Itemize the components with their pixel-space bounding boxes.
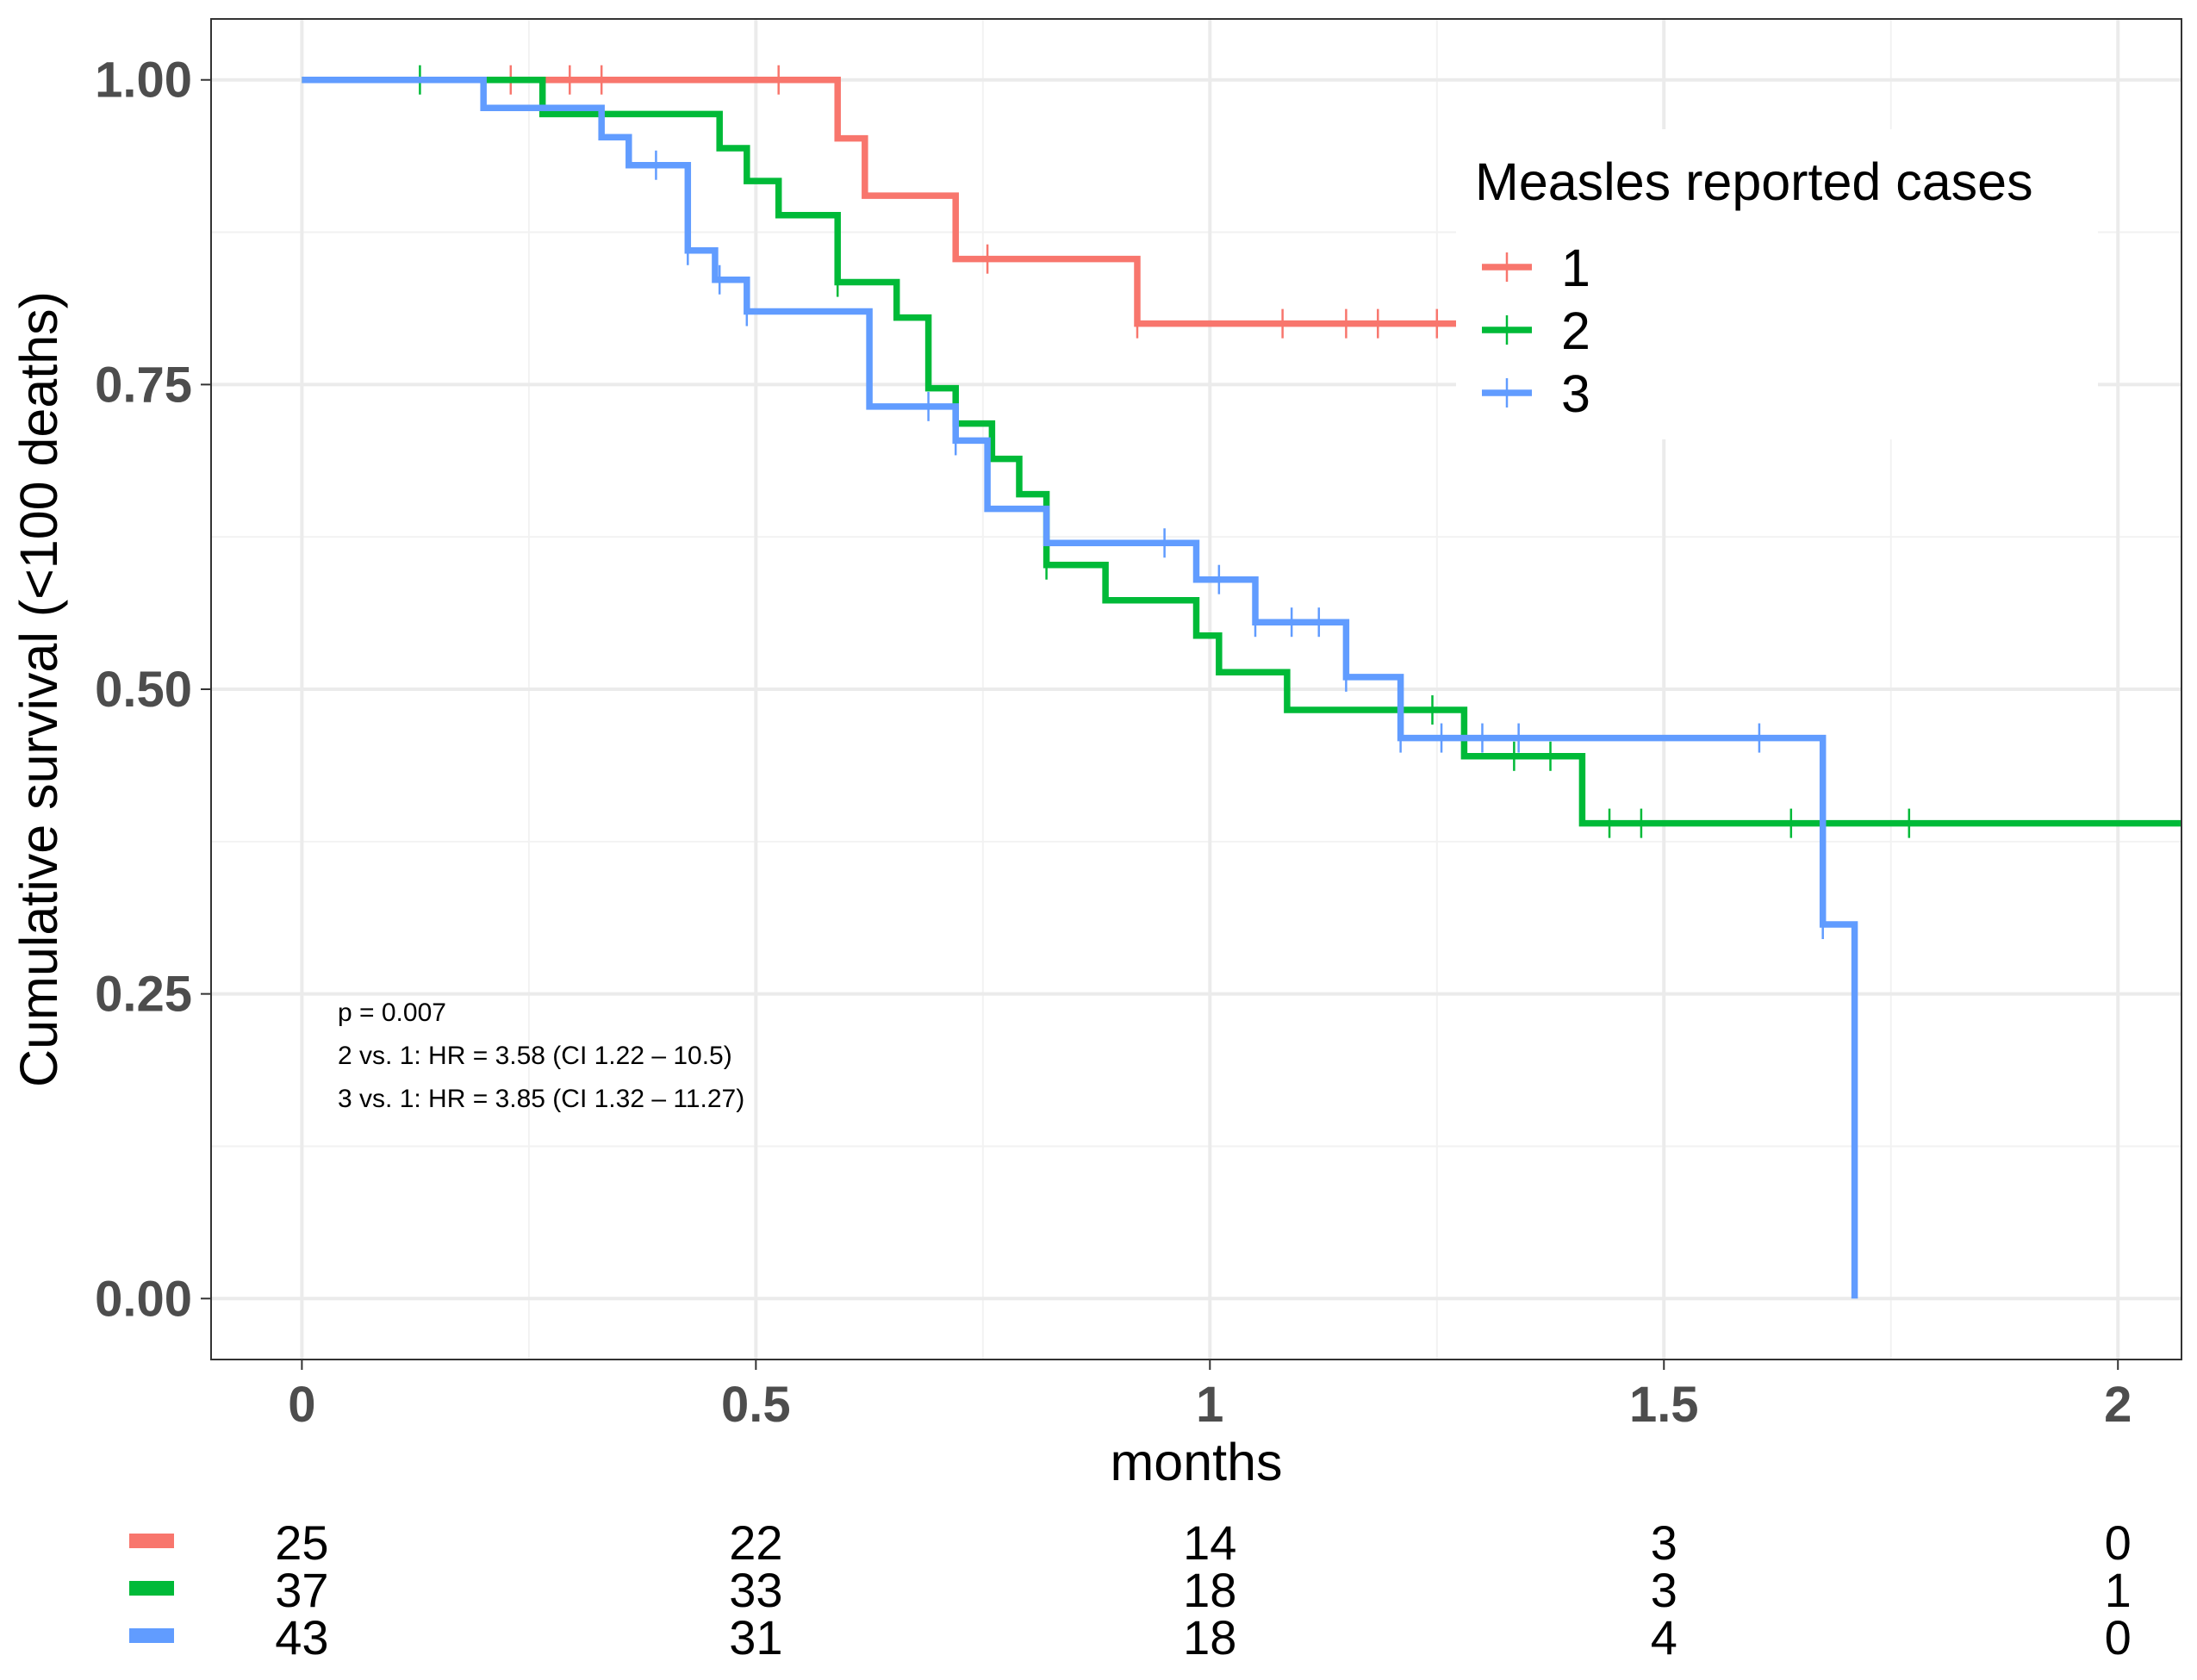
x-tick-label: 0 bbox=[288, 1377, 315, 1433]
x-tick-label: 1 bbox=[1196, 1377, 1223, 1433]
number-at-risk-table: 25 22 14 3 037 33 18 3 143 31 18 4 0 bbox=[129, 1515, 2132, 1664]
legend-keys: 123 bbox=[1482, 239, 1590, 423]
risk-count: 18 bbox=[1183, 1563, 1236, 1617]
hazard-ratio-2-vs-1-text: 2 vs. 1: HR = 3.58 (CI 1.22 – 10.5) bbox=[338, 1042, 732, 1070]
risk-count: 25 bbox=[275, 1515, 328, 1570]
risk-count: 3 bbox=[1651, 1515, 1677, 1570]
risk-row-1: 25 22 14 3 0 bbox=[129, 1515, 2132, 1570]
y-tick-label: 1.00 bbox=[95, 53, 192, 109]
legend-key-3: 3 bbox=[1482, 364, 1590, 423]
legend-key-1: 1 bbox=[1482, 239, 1590, 297]
risk-count: 31 bbox=[729, 1610, 782, 1664]
x-tick-label: 2 bbox=[2104, 1377, 2132, 1433]
survival-series-3 bbox=[302, 76, 1858, 1299]
survival-series-1 bbox=[302, 65, 1473, 339]
survival-curve-line bbox=[302, 76, 1473, 327]
y-axis-ticks: 0.00 0.25 0.50 0.75 1.00 bbox=[95, 53, 211, 1327]
y-tick-label: 0.50 bbox=[95, 662, 192, 718]
risk-count: 37 bbox=[275, 1563, 328, 1617]
risk-row-2: 37 33 18 3 1 bbox=[129, 1563, 2132, 1617]
legend-label: 2 bbox=[1561, 302, 1590, 360]
x-axis-title: months bbox=[1110, 1433, 1282, 1491]
legend: Measles reported cases 123 bbox=[1456, 129, 2098, 439]
legend-background bbox=[1456, 129, 2098, 439]
hazard-ratio-3-vs-1-text: 3 vs. 1: HR = 3.85 (CI 1.32 – 11.27) bbox=[338, 1085, 744, 1113]
risk-count: 22 bbox=[729, 1515, 782, 1570]
risk-count: 18 bbox=[1183, 1610, 1236, 1664]
risk-count: 4 bbox=[1651, 1610, 1677, 1664]
survival-curve-line bbox=[302, 76, 2181, 827]
y-axis-title: Cumulative survival (<100 deaths) bbox=[9, 291, 68, 1087]
risk-count: 0 bbox=[2105, 1515, 2132, 1570]
risk-count: 14 bbox=[1183, 1515, 1236, 1570]
legend-label: 1 bbox=[1561, 239, 1590, 297]
grid-lines bbox=[211, 19, 2181, 1360]
legend-key-2: 2 bbox=[1482, 302, 1590, 360]
risk-count: 1 bbox=[2105, 1563, 2132, 1617]
risk-count: 0 bbox=[2105, 1610, 2132, 1664]
risk-row-color-key bbox=[129, 1628, 174, 1643]
risk-count: 43 bbox=[275, 1610, 328, 1664]
risk-row-color-key bbox=[129, 1581, 174, 1596]
survival-curves bbox=[302, 65, 2181, 1299]
risk-count: 33 bbox=[729, 1563, 782, 1617]
x-axis-ticks: 0 0.5 1 1.5 2 bbox=[288, 1360, 2132, 1433]
risk-row-color-key bbox=[129, 1534, 174, 1548]
statistics-annotation: p = 0.007 2 vs. 1: HR = 3.58 (CI 1.22 – … bbox=[338, 999, 744, 1113]
risk-row-3: 43 31 18 4 0 bbox=[129, 1610, 2132, 1664]
x-tick-label: 1.5 bbox=[1629, 1377, 1699, 1433]
legend-label: 3 bbox=[1561, 364, 1590, 423]
legend-title: Measles reported cases bbox=[1475, 152, 2033, 211]
p-value-text: p = 0.007 bbox=[338, 999, 446, 1027]
risk-count: 3 bbox=[1651, 1563, 1677, 1617]
y-tick-label: 0.75 bbox=[95, 357, 192, 413]
y-tick-label: 0.00 bbox=[95, 1271, 192, 1327]
x-tick-label: 0.5 bbox=[721, 1377, 791, 1433]
y-tick-label: 0.25 bbox=[95, 967, 192, 1023]
